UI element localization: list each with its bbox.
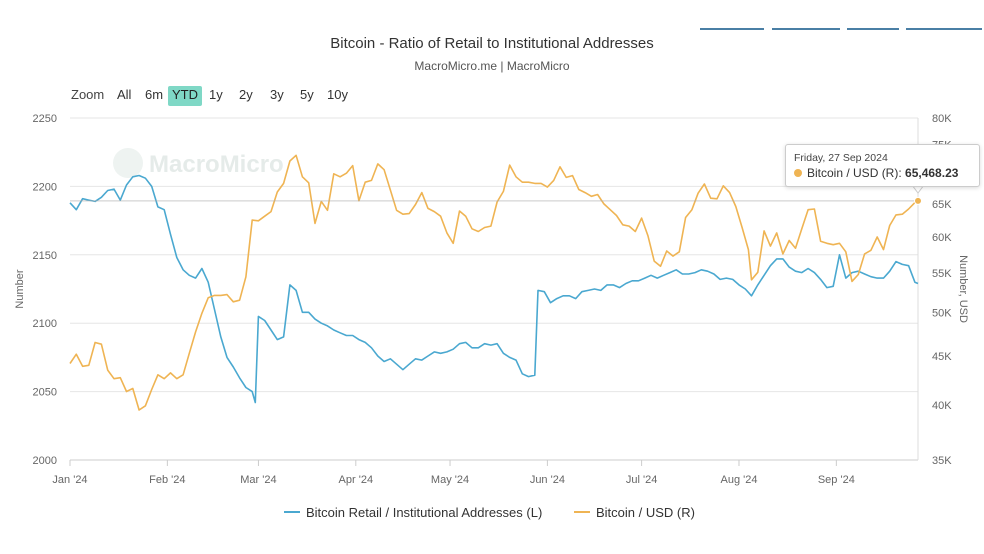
legend-item-retail[interactable]: Bitcoin Retail / Institutional Addresses…	[284, 505, 542, 520]
x-tick-label: Mar '24	[240, 474, 276, 486]
watermark: MacroMicro	[113, 148, 284, 179]
tooltip-pointer	[911, 184, 925, 194]
y-axis-title-right: Number, USD	[957, 255, 969, 323]
series-line-retail	[69, 174, 919, 404]
x-tick-label: May '24	[431, 474, 469, 486]
x-tick-label: Jan '24	[52, 474, 87, 486]
range-button-10y[interactable]: 10y	[327, 87, 348, 102]
legend-label-retail: Bitcoin Retail / Institutional Addresses…	[306, 505, 543, 520]
hover-point	[914, 196, 922, 205]
top-nav-bar[interactable]	[906, 28, 982, 30]
legend: Bitcoin Retail / Institutional Addresses…	[0, 505, 984, 523]
chart-subtitle: MacroMicro.me | MacroMicro	[414, 59, 570, 73]
y-tick-left: 2000	[33, 455, 57, 467]
x-tick-label: Apr '24	[339, 474, 374, 486]
y-tick-right: 40K	[932, 400, 952, 412]
series-line-btc	[69, 154, 919, 411]
y-tick-right: 50K	[932, 307, 952, 319]
y-tick-left: 2250	[33, 113, 57, 125]
range-button-all[interactable]: All	[117, 87, 132, 102]
x-tick-label: Aug '24	[720, 474, 757, 486]
tooltip-row: Bitcoin / USD (R): 65,468.23	[794, 166, 958, 180]
y-tick-left: 2200	[33, 181, 57, 193]
chart-title: Bitcoin - Ratio of Retail to Institution…	[330, 35, 654, 52]
range-button-5y[interactable]: 5y	[300, 87, 314, 102]
legend-label-btc: Bitcoin / USD (R)	[596, 505, 695, 520]
tooltip-date: Friday, 27 Sep 2024	[794, 152, 888, 164]
top-nav-bar[interactable]	[772, 28, 840, 30]
x-tick-label: Sep '24	[818, 474, 855, 486]
watermark-logo-icon	[113, 148, 143, 178]
tooltip-series-label: Bitcoin / USD (R):	[807, 166, 902, 180]
watermark-text: MacroMicro	[149, 151, 284, 178]
legend-swatch-btc	[574, 511, 590, 513]
range-button-ytd[interactable]: YTD	[168, 86, 202, 106]
x-tick-label: Feb '24	[149, 474, 185, 486]
legend-swatch-retail	[284, 511, 300, 513]
range-button-6m[interactable]: 6m	[145, 87, 164, 102]
legend-item-btc[interactable]: Bitcoin / USD (R)	[574, 505, 695, 520]
zoom-label: Zoom	[71, 87, 105, 102]
tooltip-value: 65,468.23	[905, 166, 959, 180]
range-button-2y[interactable]: 2y	[239, 87, 253, 102]
y-tick-right: 35K	[932, 455, 952, 467]
y-tick-right: 80K	[932, 113, 952, 125]
y-tick-right: 55K	[932, 268, 952, 280]
y-tick-right: 65K	[932, 199, 952, 211]
y-tick-left: 2150	[33, 250, 57, 262]
tooltip: Friday, 27 Sep 2024 Bitcoin / USD (R): 6…	[785, 144, 980, 187]
range-button-3y[interactable]: 3y	[270, 87, 284, 102]
top-nav-bar[interactable]	[847, 28, 899, 30]
y-tick-right: 45K	[932, 351, 952, 363]
y-tick-left: 2050	[33, 387, 57, 399]
range-button-1y[interactable]: 1y	[209, 87, 223, 102]
y-tick-left: 2100	[33, 318, 57, 330]
x-tick-label: Jul '24	[626, 474, 657, 486]
tooltip-series-dot-icon	[794, 169, 802, 177]
y-axis-title-left: Number	[14, 269, 26, 308]
y-tick-right: 60K	[932, 232, 952, 244]
top-nav-bar[interactable]	[700, 28, 764, 30]
x-tick-label: Jun '24	[530, 474, 565, 486]
